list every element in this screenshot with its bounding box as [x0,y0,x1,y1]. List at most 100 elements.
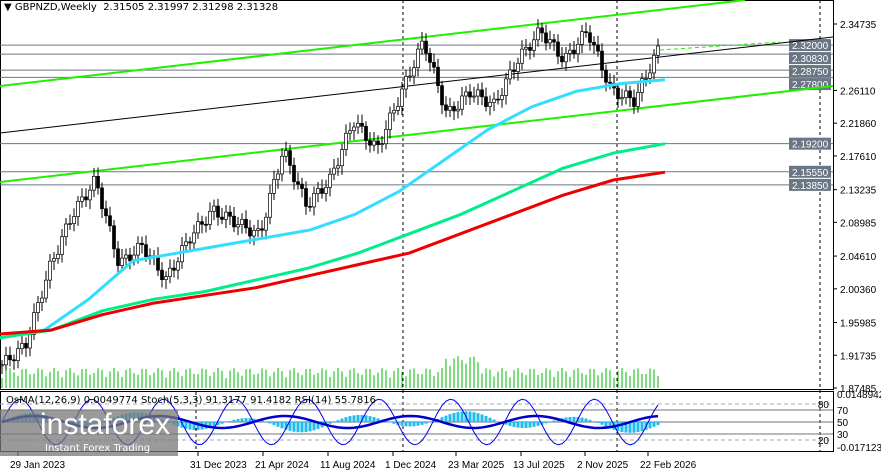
level-label: 2.27800 [792,80,829,91]
candle-body [516,62,520,72]
indicator-tick-label: 30 [837,430,849,441]
date-label: 22 Feb 2026 [640,460,697,471]
candle-body [128,254,132,262]
candle-body [336,165,340,169]
candle-body [448,106,452,111]
ohlc-values: 2.31505 2.31997 2.31298 2.31328 [103,2,279,13]
candle-body [496,98,500,101]
candle-body [88,189,92,201]
candle-body [4,355,8,366]
candle-body [56,254,60,259]
candle-body [340,149,344,167]
candle-body [352,126,356,132]
candle-body [320,188,324,194]
level-label-bg [789,52,831,65]
candle-body [188,241,192,244]
candle-body [212,205,216,212]
level-label: 2.19200 [792,140,829,151]
candle-body [32,312,36,335]
instaforex-logo: instaforex Instant Forex Trading [0,408,178,456]
candle-body [256,228,260,231]
level-label-bg [789,137,831,150]
candle-body [488,102,492,107]
candle-body [552,39,556,43]
indicator-tick-label: 20 [818,436,830,447]
candle-body [112,225,116,250]
candle-body [224,211,228,220]
candle-body [168,267,172,277]
candle-body [16,348,20,361]
moving-average-line [0,170,666,336]
candle-body [156,255,160,271]
price-tick-label: 2.04610 [840,252,877,263]
indicator-tick-label: 0.0148942 [837,390,881,401]
candle-body [460,95,464,110]
candle-body [172,267,176,271]
chart-title: ▼ GBPNZD,Weekly 2.31505 2.31997 2.31298 … [4,2,279,13]
candle-body [404,75,408,90]
indicator-tick-label: 70 [837,406,849,417]
candle-body [248,227,252,237]
date-label: 1 Dec 2024 [385,460,437,471]
level-label-bg [789,65,831,78]
candle-body [636,92,640,107]
candle-body [356,122,360,128]
candle-body [500,95,504,100]
candle-body [368,140,372,146]
candle-body [564,52,568,63]
candle-body [568,49,572,54]
candle-body [284,150,288,157]
candle-body [76,200,80,217]
candle-body [380,143,384,146]
candle-body [228,211,232,217]
candle-body [628,90,632,99]
date-label: 31 Dec 2023 [190,460,247,471]
price-tick-label: 1.95985 [840,319,877,330]
price-tick-label: 2.17610 [840,152,877,163]
candle-body [100,187,104,210]
candle-body [444,104,448,111]
candle-body [196,221,200,234]
candle-body [332,167,336,175]
candle-body [220,216,224,220]
candle-body [408,75,412,78]
candle-body [376,140,380,146]
candle-body [252,230,256,237]
candle-body [108,215,112,227]
candle-body [80,196,84,202]
candle-body [632,97,636,107]
candle-body [104,208,108,217]
candle-body [372,140,376,146]
candle-body [236,224,240,228]
price-tick-label: 2.21860 [840,119,877,130]
candle-body [556,41,560,57]
candle-body [68,223,72,225]
candle-body [504,78,508,96]
candle-body [548,39,552,44]
candle-body [492,98,496,103]
candle-body [412,67,416,77]
candle-body [608,81,612,84]
candle-body [456,108,460,112]
candle-body [20,343,24,349]
candle-body [244,218,248,229]
channel-line [0,0,746,87]
candle-body [48,260,52,281]
candle-body [452,106,456,112]
candle-body [524,47,528,50]
candle-body [648,72,652,79]
indicator-tick-label: 50 [837,418,849,429]
candle-body [276,173,280,180]
candle-body [584,31,588,34]
candle-body [296,181,300,185]
candle-body [604,69,608,83]
candle-body [484,96,488,107]
candle-body [508,69,512,80]
indicator-label: OsMA(12,26,9) 0.0049774 Stoch(5,3,3) 91.… [6,395,376,406]
candle-body [424,40,428,54]
date-label: 23 Mar 2025 [448,460,505,471]
candle-body [348,130,352,134]
candle-body [432,62,436,68]
candle-body [240,218,244,225]
